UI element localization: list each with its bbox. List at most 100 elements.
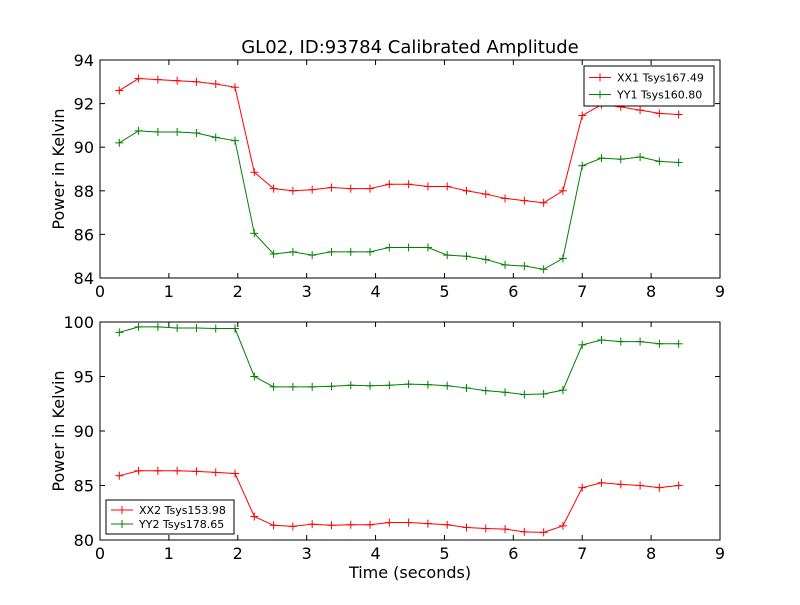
data-point [501,260,510,269]
data-point [443,251,452,260]
legend-label: XX2 Tsys153.98 [139,504,226,517]
data-point [578,483,587,492]
data-point [539,389,548,398]
data-point [404,380,413,389]
x-tick-label: 5 [439,282,449,301]
plot-top: 0 1 2 3 4 5 6 7 8 9 84 86 88 90 92 94 Power in Kelvin XX1… [49,51,725,301]
data-point [423,519,432,528]
data-point [404,518,413,527]
data-point [655,339,664,348]
data-point [173,323,182,332]
y-tick-label: 90 [74,138,94,157]
data-point [501,525,510,534]
y-tick-label: 88 [74,182,94,201]
x-tick-label: 9 [715,544,725,563]
data-point [636,106,645,115]
data-point [558,186,567,195]
data-point [636,153,645,162]
data-point [501,194,510,203]
data-point [578,161,587,170]
data-point [366,184,375,193]
data-point [674,158,683,167]
y-tick-label: 94 [74,51,94,70]
series-1 [115,466,683,537]
data-point [655,109,664,118]
data-point [520,262,529,271]
data-point [481,190,490,199]
data-point [462,383,471,392]
data-point [115,328,124,337]
data-point [269,184,278,193]
data-point [616,480,625,489]
y-tick-label: 85 [74,477,94,496]
legend: XX1 Tsys167.49 YY1 Tsys160.80 [583,65,715,107]
data-point [443,520,452,529]
data-point [674,110,683,119]
data-point [211,79,220,88]
legend-item: YY1 Tsys160.80 [589,89,702,102]
data-point [385,518,394,527]
y-tick-label: 90 [74,422,94,441]
data-point [674,481,683,490]
data-point [308,251,317,260]
data-point [520,390,529,399]
data-point [481,386,490,395]
data-point [655,157,664,166]
data-point [385,243,394,252]
data-point [404,243,413,252]
plot-frame [99,59,721,279]
data-point [558,521,567,530]
data-point [134,322,143,331]
data-point [211,324,220,333]
data-point [558,254,567,263]
series-line [119,130,679,270]
x-tick-label: 2 [233,282,243,301]
data-point [558,386,567,395]
data-point [597,335,606,344]
data-point [231,469,240,478]
data-point [211,133,220,142]
data-point [597,478,606,487]
data-point [250,512,259,521]
data-point [308,382,317,391]
x-axis-label: Time (seconds) [348,563,471,582]
series-2 [115,126,683,274]
data-point [481,524,490,533]
data-point [115,138,124,147]
data-point [153,75,162,84]
data-point [501,388,510,397]
x-tick-label: 4 [370,282,380,301]
x-tick-label: 0 [95,544,105,563]
data-point [636,337,645,346]
data-point [481,255,490,264]
x-tick-label: 4 [370,544,380,563]
series-2 [115,322,683,399]
data-point [192,77,201,86]
data-point [288,247,297,256]
legend-item: YY2 Tsys178.65 [111,518,224,531]
x-tick-label: 1 [164,282,174,301]
y-tick-label: 80 [74,531,94,550]
data-point [443,182,452,191]
data-point [539,265,548,274]
data-point [462,186,471,195]
data-point [327,183,336,192]
data-point [346,184,355,193]
data-point [250,168,259,177]
data-point [231,136,240,145]
y-axis-label: Power in Kelvin [49,370,68,491]
data-point [578,340,587,349]
data-point [366,381,375,390]
data-point [539,198,548,207]
data-point [423,380,432,389]
data-point [153,466,162,475]
data-point [115,86,124,95]
data-point [269,250,278,259]
data-point [192,323,201,332]
legend-label: YY1 Tsys160.80 [616,89,702,102]
legend-box [105,499,235,535]
data-point [327,382,336,391]
data-point [366,247,375,256]
